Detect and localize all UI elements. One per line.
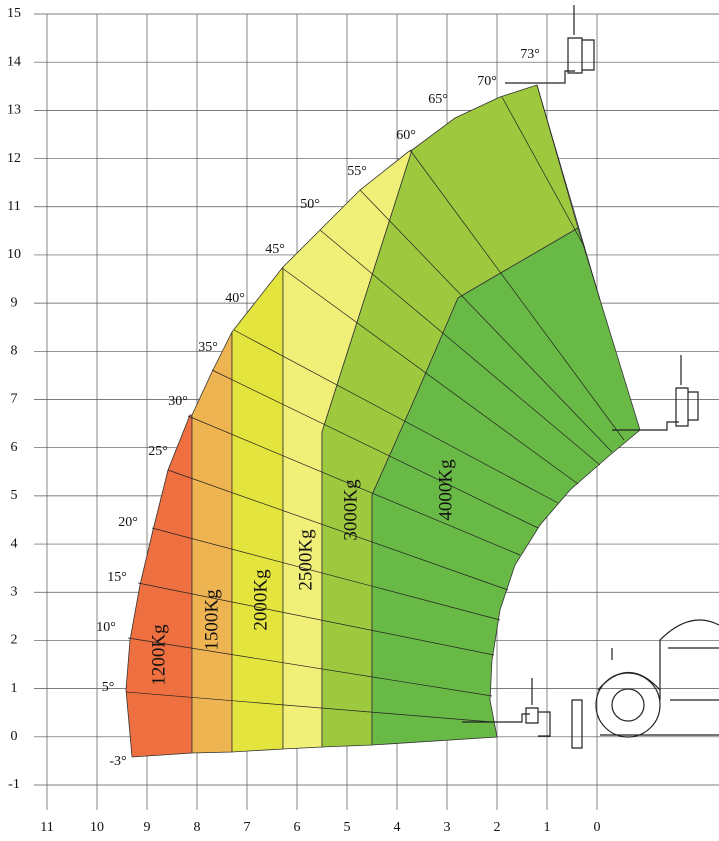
y-tick-label: 4 bbox=[11, 536, 18, 551]
x-tick-label: 5 bbox=[344, 820, 351, 835]
angle-label: 40° bbox=[225, 291, 245, 306]
y-tick-label: 10 bbox=[7, 247, 21, 262]
y-tick-label: 14 bbox=[7, 54, 21, 69]
zone-label: 4000Kg bbox=[435, 459, 456, 521]
zone-label: 3000Kg bbox=[340, 479, 361, 541]
angle-label: 70° bbox=[477, 74, 497, 89]
angle-line bbox=[281, 267, 579, 485]
y-tick-label: 5 bbox=[11, 488, 18, 503]
angle-label: 15° bbox=[107, 570, 127, 585]
machine-drawing bbox=[462, 5, 719, 749]
y-tick-label: 8 bbox=[11, 344, 18, 359]
fork-low bbox=[462, 678, 551, 737]
x-tick-label: 6 bbox=[294, 820, 301, 835]
y-tick-label: 0 bbox=[11, 729, 18, 744]
angle-line bbox=[319, 229, 601, 466]
angle-label: 45° bbox=[265, 242, 285, 257]
wheel-hub bbox=[611, 688, 645, 722]
x-tick-label: 4 bbox=[394, 820, 401, 835]
y-tick-label: 13 bbox=[7, 103, 21, 118]
angle-label: 50° bbox=[300, 197, 320, 212]
x-tick-label: 2 bbox=[494, 820, 501, 835]
fork-mid bbox=[612, 355, 699, 431]
angle-line bbox=[211, 369, 539, 529]
angle-label: -3° bbox=[109, 754, 126, 769]
x-tick-label: 3 bbox=[444, 820, 451, 835]
y-tick-label: 7 bbox=[11, 392, 18, 407]
y-tick-label: 3 bbox=[11, 584, 18, 599]
angle-line bbox=[127, 637, 493, 697]
zone-label: 1500Kg bbox=[201, 589, 222, 651]
x-tick-label: 11 bbox=[40, 820, 53, 835]
angle-label: 25° bbox=[148, 444, 168, 459]
y-tick-label: -1 bbox=[8, 777, 20, 792]
x-tick-label: 7 bbox=[244, 820, 251, 835]
angle-label: 10° bbox=[96, 620, 116, 635]
angle-line bbox=[501, 96, 586, 249]
load-zone bbox=[191, 331, 233, 754]
angle-line bbox=[233, 329, 559, 504]
x-tick-label: 8 bbox=[194, 820, 201, 835]
angle-label: 73° bbox=[520, 47, 540, 62]
zone-label: 2500Kg bbox=[295, 529, 316, 591]
angle-line bbox=[359, 189, 613, 453]
x-tick-label: 1 bbox=[544, 820, 551, 835]
machine-body bbox=[571, 619, 719, 749]
load-zone bbox=[231, 265, 284, 753]
angle-label: 65° bbox=[428, 92, 448, 107]
angle-line bbox=[187, 415, 521, 556]
angle-line bbox=[137, 582, 495, 656]
angle-label: 5° bbox=[102, 680, 115, 695]
angle-label: 35° bbox=[198, 340, 218, 355]
angle-label: 20° bbox=[118, 515, 138, 530]
load-zone bbox=[371, 227, 641, 746]
angle-line bbox=[151, 527, 501, 621]
zone-label: 2000Kg bbox=[250, 569, 271, 631]
angle-label: 55° bbox=[347, 164, 367, 179]
angle-line bbox=[409, 149, 625, 441]
angle-line bbox=[167, 469, 509, 591]
x-tick-label: 0 bbox=[594, 820, 601, 835]
y-tick-label: 1 bbox=[11, 681, 18, 696]
x-tick-label: 9 bbox=[144, 820, 151, 835]
y-tick-label: 12 bbox=[7, 151, 21, 166]
fork-top bbox=[505, 5, 595, 84]
y-tick-label: 11 bbox=[7, 199, 20, 214]
y-tick-label: 6 bbox=[11, 440, 18, 455]
angle-line bbox=[536, 84, 601, 301]
angle-label: 60° bbox=[396, 128, 416, 143]
zone-label: 1200Kg bbox=[148, 624, 169, 686]
angle-line bbox=[125, 691, 493, 723]
load-zone bbox=[125, 414, 193, 758]
x-tick-label: 10 bbox=[90, 820, 104, 835]
y-tick-label: 15 bbox=[7, 6, 21, 21]
angle-label: 30° bbox=[168, 394, 188, 409]
y-tick-label: 2 bbox=[11, 633, 18, 648]
y-tick-label: 9 bbox=[11, 295, 18, 310]
